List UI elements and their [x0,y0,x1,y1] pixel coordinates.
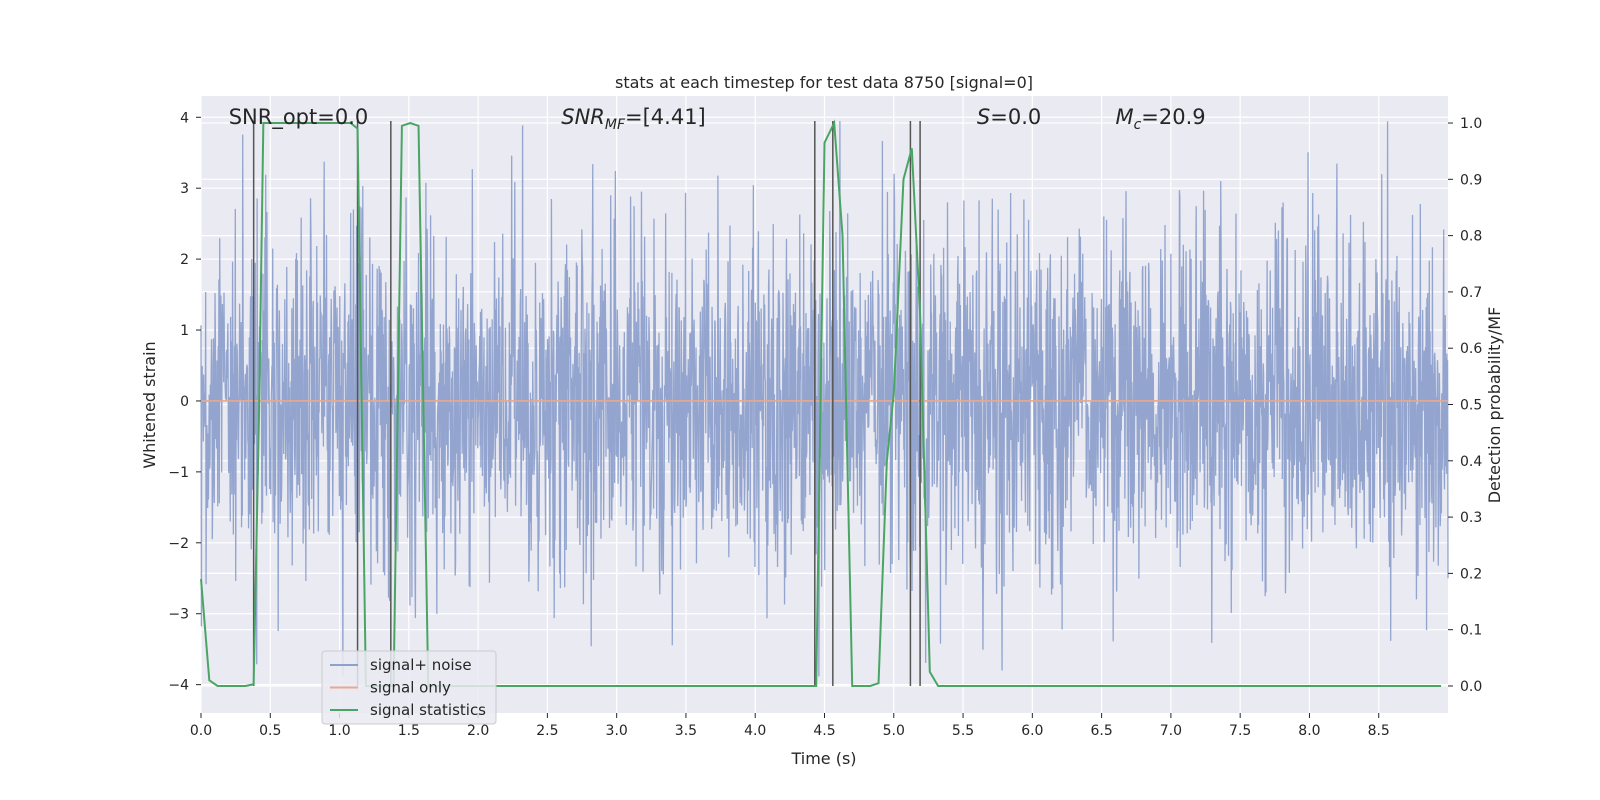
y2-tick-label: 0.8 [1460,229,1482,245]
y-tick-label: 1 [180,323,189,339]
x-tick-label: 0.5 [259,723,281,739]
y-tick-label: −3 [168,607,189,623]
legend: signal+ noise signal only signal statistic… [321,650,497,725]
y2-tick-label: 1.0 [1460,116,1482,132]
annotation: SNR_opt=0.0 [229,105,369,130]
y2-tick-label: 0.2 [1460,566,1482,582]
annotation: Mc=20.9 [1115,105,1205,133]
x-tick-label: 3.5 [675,723,697,739]
y-tick-label: 2 [180,252,189,268]
x-tick-label: 8.5 [1368,723,1390,739]
x-axis-ticks: 0.0 0.5 1.0 1.5 2.0 2.5 3.0 3.5 4.0 4.5 5.0 5.5 6.0 6… [190,713,1390,739]
x-tick-label: 1.0 [328,723,350,739]
x-tick-label: 7.5 [1229,723,1251,739]
y2-tick-label: 0.0 [1460,679,1482,695]
y-axis-ticks: 4 3 2 1 0 −1 −2 −3 −4 [168,110,201,694]
y2-tick-label: 0.5 [1460,398,1482,414]
y-axis-label: Whitened strain [140,341,159,468]
x-tick-label: 6.0 [1021,723,1043,739]
y2-tick-label: 0.7 [1460,285,1482,301]
y2-tick-label: 0.3 [1460,510,1482,526]
x-tick-label: 5.0 [883,723,905,739]
x-tick-label: 4.0 [744,723,766,739]
y-tick-label: −2 [168,536,189,552]
annotations: SNR_opt=0.0 SNRMF=[4.41] S=0.0 Mc=20.9 [229,105,1206,133]
x-axis-label: Time (s) [790,749,856,768]
x-tick-label: 7.0 [1160,723,1182,739]
y2-tick-label: 0.1 [1460,623,1482,639]
annotation: S=0.0 [977,105,1041,129]
y-tick-label: 0 [180,394,189,410]
x-tick-label: 6.5 [1090,723,1112,739]
annotation: SNRMF=[4.41] [561,105,706,133]
signal-statistics-line [200,119,1442,687]
x-tick-label: 1.5 [398,723,420,739]
x-tick-label: 2.0 [467,723,489,739]
y2-axis-label: Detection probability/MF [1485,307,1504,504]
chart-title: stats at each timestep for test data 875… [615,73,1033,92]
y2-axis-ticks: 1.0 0.9 0.8 0.7 0.6 0.5 0.4 0.3 0.2 0.1 0.0 [1448,116,1482,695]
vertical-markers [252,121,921,686]
y2-tick-label: 0.4 [1460,454,1482,470]
y-tick-label: 4 [180,110,189,126]
x-tick-label: 8.0 [1298,723,1320,739]
y-tick-label: −1 [168,465,189,481]
x-tick-label: 2.5 [536,723,558,739]
x-tick-label: 3.0 [606,723,628,739]
legend-box [321,650,497,725]
x-tick-label: 4.5 [813,723,835,739]
series-signal-statistics [200,119,1442,687]
y-tick-label: −4 [168,678,189,694]
x-tick-label: 0.0 [190,723,212,739]
y2-tick-label: 0.9 [1460,172,1482,188]
x-tick-label: 5.5 [952,723,974,739]
series-signal-noise [200,121,1449,677]
noise-trace [200,121,1449,677]
legend-entry: signal only [370,679,451,697]
y2-tick-label: 0.6 [1460,341,1482,357]
y-tick-label: 3 [180,181,189,197]
legend-entry: signal statistics [370,701,486,719]
legend-entry: signal+ noise [370,656,472,674]
